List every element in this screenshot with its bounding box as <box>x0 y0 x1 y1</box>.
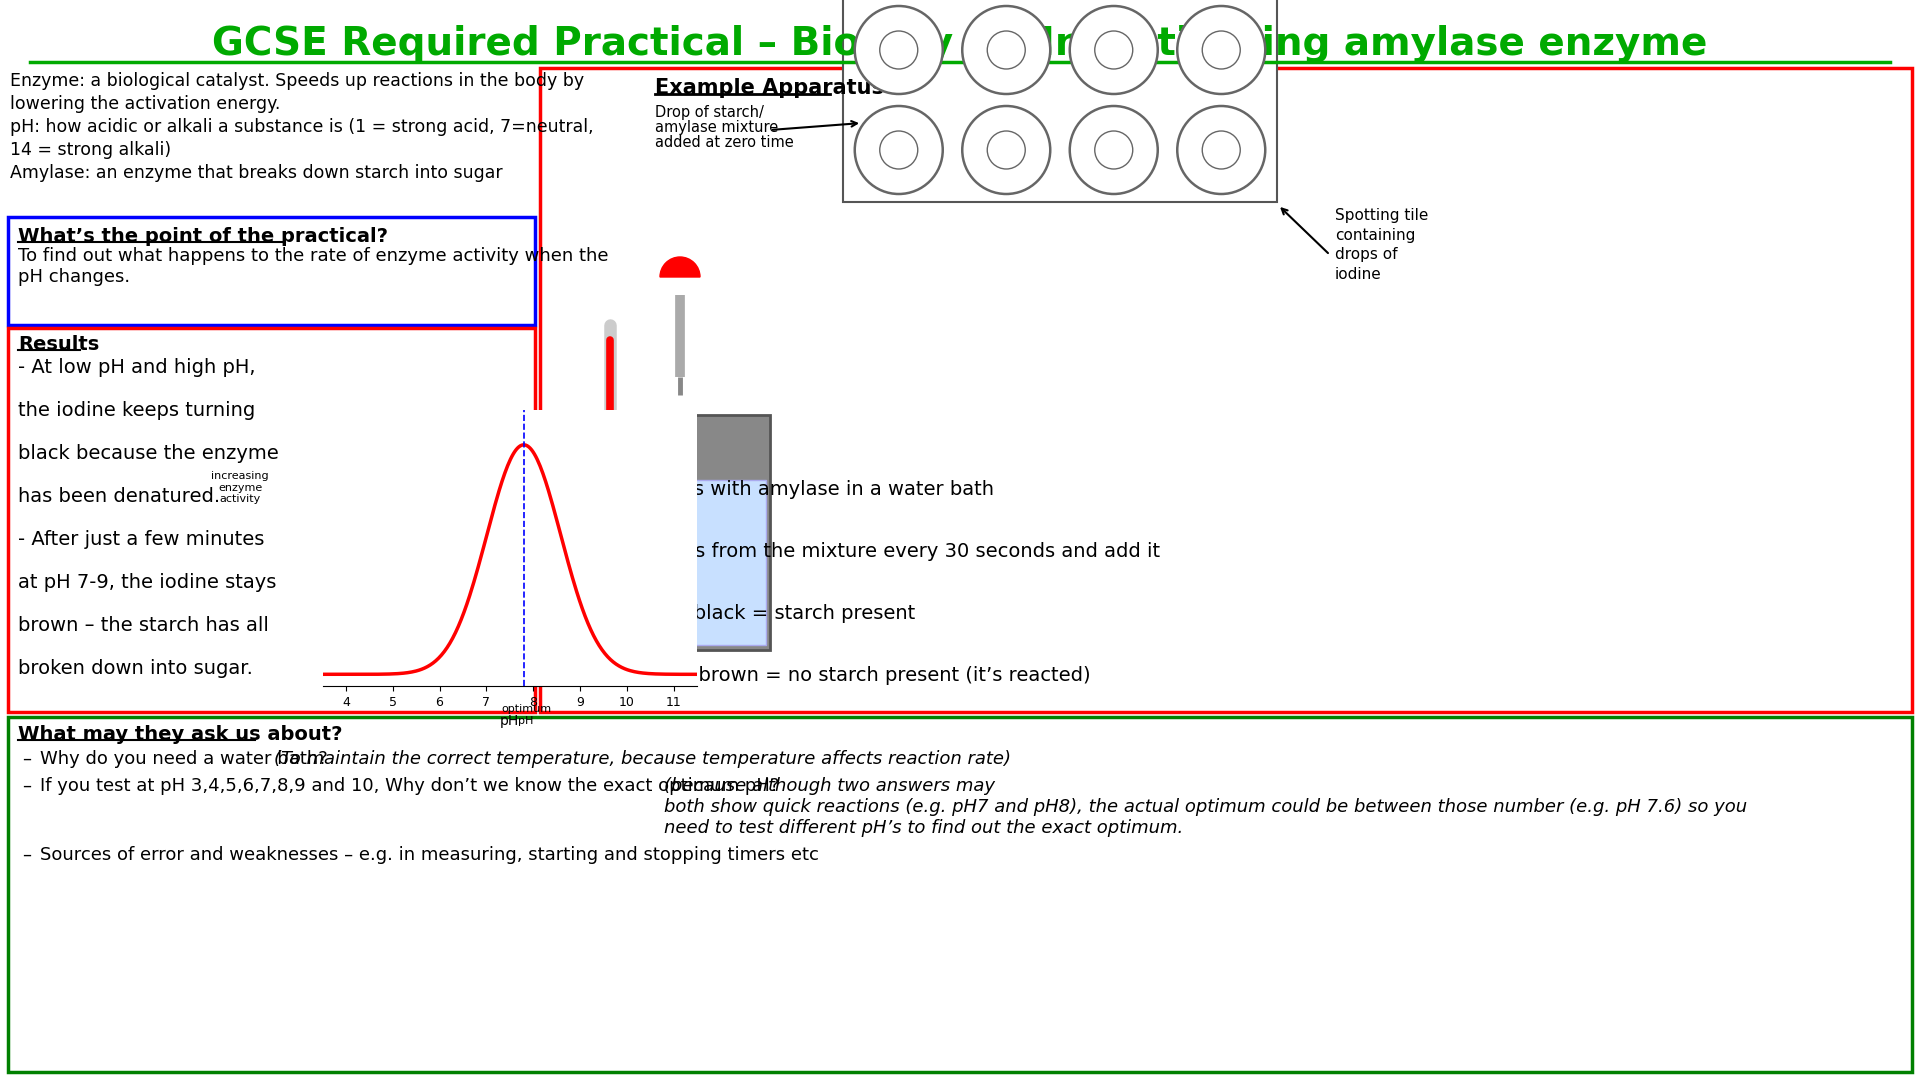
Wedge shape <box>660 257 701 276</box>
Circle shape <box>1202 31 1240 69</box>
Circle shape <box>987 31 1025 69</box>
Circle shape <box>962 6 1050 94</box>
Text: 20: 20 <box>589 579 603 589</box>
Text: black because the enzyme: black because the enzyme <box>17 444 278 463</box>
Text: If you test at pH 3,4,5,6,7,8,9 and 10, Why don’t we know the exact optimum pH?: If you test at pH 3,4,5,6,7,8,9 and 10, … <box>40 777 785 795</box>
Circle shape <box>1094 131 1133 168</box>
FancyBboxPatch shape <box>8 328 536 712</box>
Circle shape <box>1202 131 1240 168</box>
Wedge shape <box>662 643 687 656</box>
Text: GCSE Required Practical – Biology 1 – Investigating amylase enzyme: GCSE Required Practical – Biology 1 – In… <box>213 25 1707 63</box>
Text: the iodine keeps turning: the iodine keeps turning <box>17 401 255 420</box>
Text: –: – <box>555 542 564 561</box>
FancyBboxPatch shape <box>843 0 1277 202</box>
FancyBboxPatch shape <box>8 717 1912 1072</box>
Text: lowering the activation energy.: lowering the activation energy. <box>10 95 280 113</box>
FancyBboxPatch shape <box>8 217 536 325</box>
Text: 10: 10 <box>589 607 603 617</box>
Text: What’s the point of the practical?: What’s the point of the practical? <box>17 227 388 246</box>
Text: To find out what happens to the rate of enzyme activity when the
pH changes.: To find out what happens to the rate of … <box>17 247 609 286</box>
Text: broken down into sugar.: broken down into sugar. <box>17 659 253 678</box>
FancyBboxPatch shape <box>662 508 687 643</box>
Text: –: – <box>21 846 31 864</box>
Text: Iodine goes black = starch present: Iodine goes black = starch present <box>574 604 916 623</box>
Text: - At low pH and high pH,: - At low pH and high pH, <box>17 357 255 377</box>
Text: Iodine stays brown = no starch present (it’s reacted): Iodine stays brown = no starch present (… <box>574 666 1091 685</box>
Text: 30: 30 <box>589 551 603 561</box>
Circle shape <box>1177 106 1265 194</box>
Text: –: – <box>21 750 31 768</box>
Text: (because although two answers may
both show quick reactions (e.g. pH7 and pH8), : (because although two answers may both s… <box>664 777 1747 837</box>
Text: 14 = strong alkali): 14 = strong alkali) <box>10 141 171 159</box>
Text: 40: 40 <box>589 523 603 534</box>
Text: Take samples from the mixture every 30 seconds and add it
to iodine: Take samples from the mixture every 30 s… <box>574 542 1160 583</box>
Circle shape <box>601 633 618 651</box>
Text: Sources of error and weaknesses – e.g. in measuring, starting and stopping timer: Sources of error and weaknesses – e.g. i… <box>40 846 818 864</box>
Circle shape <box>987 131 1025 168</box>
Text: 0: 0 <box>595 635 603 645</box>
Text: Results: Results <box>17 335 100 354</box>
Text: –: – <box>555 480 564 499</box>
FancyBboxPatch shape <box>582 480 766 645</box>
Circle shape <box>854 6 943 94</box>
Text: (To maintain the correct temperature, because temperature affects reaction rate): (To maintain the correct temperature, be… <box>275 750 1012 768</box>
Text: brown – the starch has all: brown – the starch has all <box>17 616 269 635</box>
Circle shape <box>879 31 918 69</box>
Text: at pH 7-9, the iodine stays: at pH 7-9, the iodine stays <box>17 573 276 592</box>
Text: What may they ask us about?: What may they ask us about? <box>17 725 342 744</box>
Circle shape <box>879 131 918 168</box>
Text: added at zero time: added at zero time <box>655 135 793 150</box>
FancyBboxPatch shape <box>540 68 1912 712</box>
Text: amylase mixture: amylase mixture <box>655 120 778 135</box>
Text: –: – <box>555 604 564 623</box>
Text: increasing
enzyme
activity: increasing enzyme activity <box>211 471 269 504</box>
Text: 50: 50 <box>589 495 603 505</box>
Text: Example Apparatus: Example Apparatus <box>655 78 883 98</box>
Circle shape <box>854 106 943 194</box>
Text: Why do you need a water bath?: Why do you need a water bath? <box>40 750 334 768</box>
Circle shape <box>1094 31 1133 69</box>
Circle shape <box>962 106 1050 194</box>
Text: Drop of starch/: Drop of starch/ <box>655 105 764 120</box>
Text: - After just a few minutes: - After just a few minutes <box>17 530 265 549</box>
Text: has been denatured.: has been denatured. <box>17 487 221 507</box>
Circle shape <box>1069 106 1158 194</box>
Text: optimum
pH: optimum pH <box>501 704 551 726</box>
X-axis label: pH: pH <box>499 714 520 728</box>
Text: Spotting tile
containing
drops of
iodine: Spotting tile containing drops of iodine <box>1334 207 1428 282</box>
Text: Starch reacts with amylase in a water bath: Starch reacts with amylase in a water ba… <box>574 480 995 499</box>
Text: pH: how acidic or alkali a substance is (1 = strong acid, 7=neutral,: pH: how acidic or alkali a substance is … <box>10 118 593 136</box>
Circle shape <box>1069 6 1158 94</box>
Text: Amylase: an enzyme that breaks down starch into sugar: Amylase: an enzyme that breaks down star… <box>10 164 503 183</box>
Circle shape <box>1177 6 1265 94</box>
Text: Enzyme: a biological catalyst. Speeds up reactions in the body by: Enzyme: a biological catalyst. Speeds up… <box>10 72 584 90</box>
Text: –: – <box>21 777 31 795</box>
Text: –: – <box>555 666 564 685</box>
FancyBboxPatch shape <box>580 415 770 650</box>
